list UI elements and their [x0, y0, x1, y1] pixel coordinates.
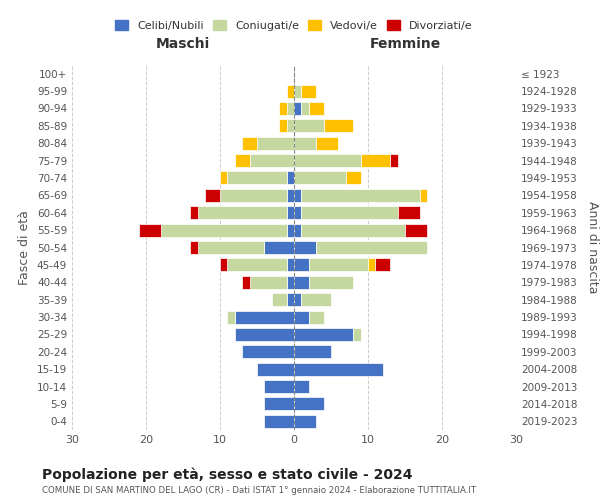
- Bar: [227, 258, 287, 272]
- Bar: [301, 224, 405, 236]
- Bar: [139, 224, 161, 236]
- Bar: [323, 120, 353, 132]
- Text: Maschi: Maschi: [156, 37, 210, 51]
- Bar: [294, 136, 316, 149]
- Text: Popolazione per età, sesso e stato civile - 2024: Popolazione per età, sesso e stato civil…: [42, 468, 413, 482]
- Bar: [398, 206, 420, 220]
- Bar: [257, 136, 294, 149]
- Bar: [287, 258, 294, 272]
- Legend: Celibi/Nubili, Coniugati/e, Vedovi/e, Divorziati/e: Celibi/Nubili, Coniugati/e, Vedovi/e, Di…: [111, 16, 477, 36]
- Bar: [257, 362, 294, 376]
- Bar: [294, 120, 323, 132]
- Bar: [309, 310, 323, 324]
- Bar: [287, 206, 294, 220]
- Bar: [242, 276, 250, 289]
- Bar: [361, 154, 390, 167]
- Bar: [294, 172, 346, 184]
- Bar: [376, 258, 390, 272]
- Text: COMUNE DI SAN MARTINO DEL LAGO (CR) - Dati ISTAT 1° gennaio 2024 - Elaborazione : COMUNE DI SAN MARTINO DEL LAGO (CR) - Da…: [42, 486, 476, 495]
- Y-axis label: Fasce di età: Fasce di età: [19, 210, 31, 285]
- Bar: [301, 84, 316, 98]
- Bar: [405, 224, 427, 236]
- Bar: [265, 415, 294, 428]
- Bar: [250, 276, 287, 289]
- Bar: [294, 189, 301, 202]
- Bar: [301, 206, 398, 220]
- Bar: [294, 398, 323, 410]
- Bar: [368, 258, 376, 272]
- Bar: [287, 293, 294, 306]
- Bar: [287, 84, 294, 98]
- Bar: [287, 102, 294, 115]
- Bar: [265, 241, 294, 254]
- Bar: [235, 328, 294, 341]
- Bar: [294, 293, 301, 306]
- Bar: [287, 189, 294, 202]
- Bar: [316, 136, 338, 149]
- Bar: [205, 189, 220, 202]
- Bar: [294, 206, 301, 220]
- Bar: [294, 84, 301, 98]
- Bar: [272, 293, 287, 306]
- Bar: [250, 154, 294, 167]
- Bar: [235, 310, 294, 324]
- Bar: [294, 102, 301, 115]
- Bar: [279, 120, 287, 132]
- Bar: [309, 276, 353, 289]
- Bar: [265, 398, 294, 410]
- Bar: [198, 206, 287, 220]
- Bar: [287, 276, 294, 289]
- Bar: [353, 328, 361, 341]
- Bar: [227, 172, 287, 184]
- Bar: [287, 172, 294, 184]
- Bar: [346, 172, 361, 184]
- Bar: [190, 206, 198, 220]
- Bar: [161, 224, 287, 236]
- Bar: [220, 258, 227, 272]
- Bar: [294, 154, 361, 167]
- Bar: [220, 172, 227, 184]
- Bar: [301, 293, 331, 306]
- Bar: [294, 310, 309, 324]
- Bar: [294, 258, 309, 272]
- Bar: [227, 310, 235, 324]
- Bar: [294, 415, 316, 428]
- Bar: [235, 154, 250, 167]
- Bar: [220, 189, 287, 202]
- Bar: [294, 380, 309, 393]
- Bar: [294, 241, 316, 254]
- Bar: [294, 224, 301, 236]
- Bar: [287, 120, 294, 132]
- Bar: [294, 328, 353, 341]
- Text: Femmine: Femmine: [370, 37, 440, 51]
- Y-axis label: Anni di nascita: Anni di nascita: [586, 201, 599, 294]
- Bar: [287, 224, 294, 236]
- Bar: [242, 136, 257, 149]
- Bar: [190, 241, 198, 254]
- Bar: [316, 241, 427, 254]
- Bar: [301, 189, 420, 202]
- Bar: [294, 346, 331, 358]
- Bar: [390, 154, 398, 167]
- Bar: [420, 189, 427, 202]
- Bar: [279, 102, 287, 115]
- Bar: [301, 102, 309, 115]
- Bar: [294, 276, 309, 289]
- Bar: [294, 362, 383, 376]
- Bar: [309, 258, 368, 272]
- Bar: [242, 346, 294, 358]
- Bar: [198, 241, 265, 254]
- Bar: [309, 102, 323, 115]
- Bar: [265, 380, 294, 393]
